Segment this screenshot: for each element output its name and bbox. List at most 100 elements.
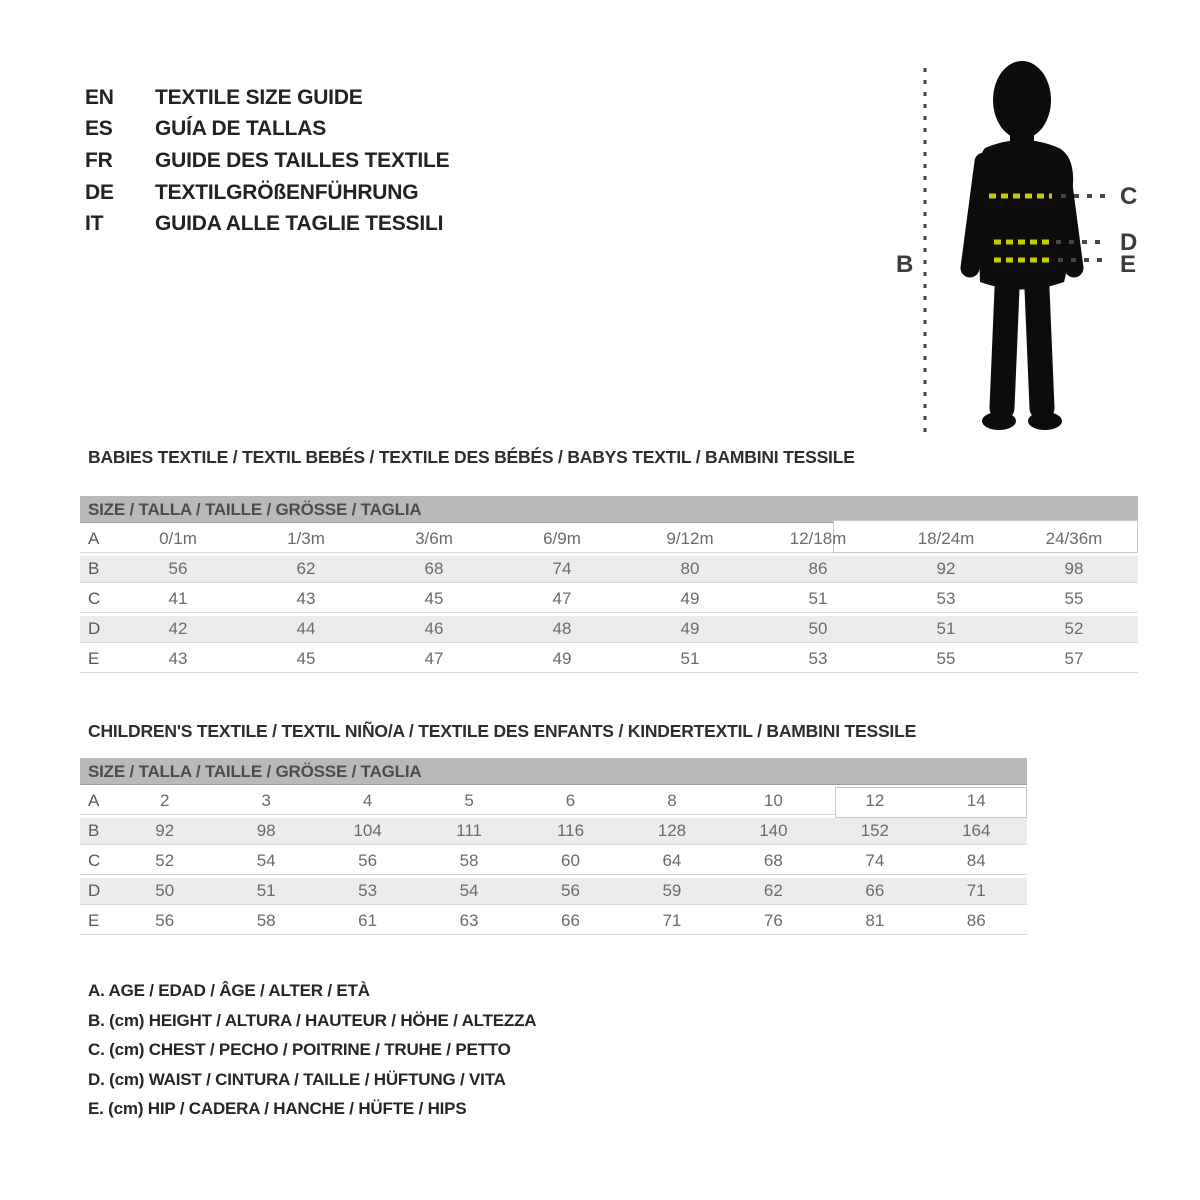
cell: 49 (552, 649, 572, 668)
cell: 8 (667, 791, 677, 810)
cell: 92 (155, 821, 175, 840)
cell: 68 (424, 559, 444, 578)
cell: 50 (808, 619, 828, 638)
cell: 51 (256, 881, 276, 900)
cell: 56 (168, 559, 188, 578)
cell: 2 (159, 791, 170, 810)
cell: 12 (865, 791, 885, 810)
language-code: DE (85, 180, 114, 204)
cell: 140 (759, 821, 788, 840)
cell: 51 (936, 619, 956, 638)
cell: 12/18m (789, 529, 847, 548)
cell: 49 (680, 589, 700, 608)
cell: 71 (966, 881, 986, 900)
cell: 55 (936, 649, 956, 668)
row-label: E (88, 911, 100, 930)
cell: 74 (552, 559, 572, 578)
cell: 9/12m (666, 529, 714, 548)
row-label: D (88, 619, 101, 638)
row-label: E (88, 649, 100, 668)
cell: 18/24m (917, 529, 975, 548)
cell: 6 (565, 791, 576, 810)
cell: 98 (256, 821, 276, 840)
cell: 62 (763, 881, 783, 900)
table-row-hip: E 43 45 47 49 51 53 55 57 (80, 646, 1138, 673)
cell: 59 (662, 881, 682, 900)
cell: 98 (1064, 559, 1084, 578)
language-title: TEXTILGRÖßENFÜHRUNG (155, 180, 419, 204)
row-label: D (88, 881, 101, 900)
cell: 64 (662, 851, 682, 870)
cell: 164 (962, 821, 991, 840)
cell: 62 (296, 559, 316, 578)
language-title: GUIDE DES TAILLES TEXTILE (155, 148, 450, 172)
language-title-list: EN TEXTILE SIZE GUIDE ES GUÍA DE TALLAS … (85, 82, 450, 240)
label-hip-e: E (1120, 251, 1136, 278)
row-label: A (88, 791, 100, 810)
cell: 47 (552, 589, 572, 608)
cell: 56 (561, 881, 580, 900)
language-title: GUÍA DE TALLAS (155, 117, 327, 141)
table-row-age: A 0/1m 1/3m 3/6m 6/9m 9/12m 12/18m 18/24… (80, 526, 1138, 553)
cell: 74 (865, 851, 885, 870)
legend-line-hip: E. (cm) HIP / CADERA / HANCHE / HÜFTE / … (88, 1099, 467, 1119)
table-row-waist: D 50 51 53 54 56 59 62 66 71 (80, 878, 1027, 905)
row-label: C (88, 589, 101, 608)
babies-size-header: SIZE / TALLA / TAILLE / GRÖSSE / TAGLIA (80, 496, 1138, 523)
label-chest-c: C (1120, 183, 1137, 210)
table-row-chest: C 52 54 56 58 60 64 68 74 84 (80, 848, 1027, 875)
label-height-b: B (896, 251, 913, 278)
language-title: TEXTILE SIZE GUIDE (155, 85, 363, 109)
cell: 50 (155, 881, 175, 900)
cell: 45 (424, 589, 444, 608)
cell: 80 (680, 559, 700, 578)
cell: 41 (168, 589, 188, 608)
cell: 45 (296, 649, 316, 668)
cell: 58 (459, 851, 479, 870)
language-title: GUIDA ALLE TAGLIE TESSILI (155, 212, 444, 236)
cell: 71 (662, 911, 682, 930)
cell: 128 (657, 821, 687, 840)
legend-line-chest: C. (cm) CHEST / PECHO / POITRINE / TRUHE… (88, 1040, 511, 1060)
row-label: B (88, 559, 100, 578)
children-section-heading: CHILDREN'S TEXTILE / TEXTIL NIÑO/A / TEX… (88, 721, 917, 741)
legend-line-height: B. (cm) HEIGHT / ALTURA / HAUTEUR / HÖHE… (88, 1010, 537, 1030)
cell: 53 (358, 881, 378, 900)
table-row-hip: E 56 58 61 63 66 71 76 81 86 (80, 908, 1027, 935)
language-row: EN TEXTILE SIZE GUIDE (85, 82, 449, 114)
cell: 49 (680, 619, 700, 638)
language-code: FR (85, 148, 113, 172)
table-row-height: B 92 98 104 111 116 128 140 152 164 (80, 818, 1027, 845)
cell: 84 (966, 851, 986, 870)
cell: 51 (680, 649, 700, 668)
row-label: A (88, 529, 100, 548)
cell: 47 (424, 649, 444, 668)
cell: 60 (561, 851, 580, 870)
cell: 68 (763, 851, 783, 870)
cell: 54 (459, 881, 479, 900)
cell: 4 (362, 791, 373, 810)
cell: 51 (808, 589, 828, 608)
language-row: FR GUIDE DES TAILLES TEXTILE (85, 145, 450, 177)
cell: 44 (296, 619, 316, 638)
cell: 43 (296, 589, 316, 608)
cell: 63 (459, 911, 479, 930)
cell: 116 (556, 821, 585, 840)
cell: 92 (936, 559, 956, 578)
cell: 3/6m (415, 529, 453, 548)
table-row-chest: C 41 43 45 47 49 51 53 55 (80, 586, 1138, 613)
cell: 42 (168, 619, 188, 638)
cell: 66 (865, 881, 885, 900)
children-size-highlight-box (835, 787, 1027, 818)
table-row-age: A 2 3 4 5 6 8 10 12 14 (80, 788, 1027, 815)
cell: 48 (552, 619, 572, 638)
row-label: C (88, 851, 101, 870)
cell: 3 (261, 791, 271, 810)
cell: 104 (353, 821, 382, 840)
cell: 66 (561, 911, 580, 930)
label-waist-d: D (1120, 229, 1137, 256)
cell: 61 (358, 911, 378, 930)
table-row-waist: D 42 44 46 48 49 50 51 52 (80, 616, 1138, 643)
cell: 1/3m (287, 529, 325, 548)
children-size-table: SIZE / TALLA / TAILLE / GRÖSSE / TAGLIA … (80, 758, 1027, 935)
